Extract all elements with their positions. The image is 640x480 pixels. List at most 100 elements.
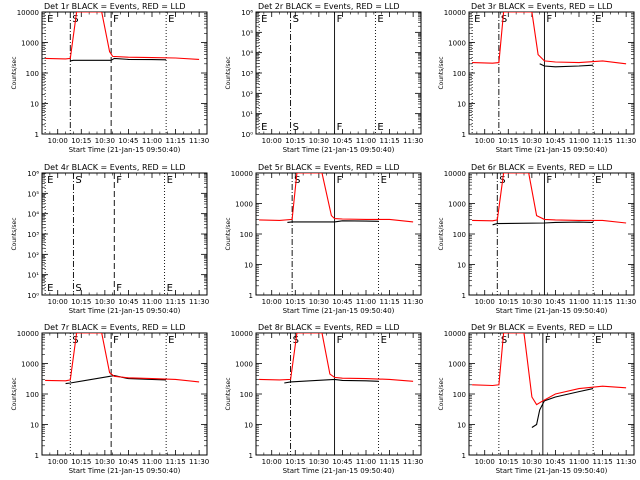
marker-label: F [337, 335, 343, 346]
series-line-lld [45, 333, 200, 383]
x-tick-label: 11:30 [403, 458, 423, 466]
marker-label: S [75, 283, 81, 294]
series-line-events [539, 63, 594, 68]
plot-frame [41, 332, 208, 456]
x-tick-label: 10:30 [309, 298, 329, 306]
y-tick-label: 10 [457, 422, 466, 430]
y-tick-label: 1000 [235, 361, 253, 369]
y-tick-label: 10 [244, 262, 253, 270]
plot-frame [255, 11, 422, 135]
x-tick-label: 10:00 [262, 458, 282, 466]
series-line-events [287, 220, 379, 223]
x-tick-label: 10:15 [285, 137, 305, 145]
x-tick-label: 10:00 [262, 137, 282, 145]
x-tick-label: 11:15 [379, 458, 399, 466]
plot-frame [255, 332, 422, 456]
panel-title: Det 9r BLACK = Events, RED = LLD [471, 323, 613, 332]
y-tick-label: 10¹ [27, 272, 39, 280]
x-tick-label: 11:00 [356, 137, 376, 145]
x-tick-label: 11:30 [616, 137, 636, 145]
y-tick-label: 1 [249, 452, 253, 460]
y-tick-label: 1000 [21, 40, 39, 48]
x-tick-label: 11:00 [569, 137, 589, 145]
y-tick-label: 1 [462, 292, 466, 300]
series-line-lld [472, 12, 627, 65]
x-axis-label: Start Time (21-Jan-15 09:50:40) [69, 467, 181, 475]
x-tick-label: 11:00 [569, 298, 589, 306]
y-tick-label: 100 [453, 391, 466, 399]
y-tick-label: 10000 [231, 170, 253, 178]
x-tick-label: 11:00 [356, 298, 376, 306]
panel-title: Det 7r BLACK = Events, RED = LLD [44, 323, 186, 332]
y-tick-label: 10 [30, 422, 39, 430]
marker-label: F [546, 14, 552, 25]
y-axis-label: Counts/sec [11, 56, 18, 89]
x-axis-label: Start Time (21-Jan-15 09:50:40) [496, 467, 608, 475]
marker-label: E [595, 335, 601, 346]
plot-frame [468, 332, 635, 456]
y-axis-label: Counts/sec [225, 56, 232, 89]
panel-4: Det 4r BLACK = Events, RED = LLD 10⁰ 10¹ 10… [11, 163, 209, 315]
panel-8: Det 8r BLACK = Events, RED = LLD 1 10 100 10… [225, 323, 423, 475]
panel-6: Det 6r BLACK = Events, RED = LLD 1 10 100 10… [438, 163, 636, 315]
y-tick-label: 1 [462, 131, 466, 139]
panel-5: Det 5r BLACK = Events, RED = LLD 1 10 100 10… [225, 163, 423, 315]
marker-label: E [377, 122, 383, 133]
marker-label: E [261, 122, 267, 133]
x-axis-label: Start Time (21-Jan-15 09:50:40) [69, 146, 181, 154]
x-tick-label: 10:00 [475, 298, 495, 306]
marker-label: F [113, 335, 119, 346]
marker-label: E [261, 14, 267, 25]
panel-9: Det 9r BLACK = Events, RED = LLD 1 10 100 10… [438, 323, 636, 475]
y-tick-label: 10000 [17, 330, 39, 338]
x-tick-label: 11:30 [616, 298, 636, 306]
x-tick-label: 11:30 [189, 137, 209, 145]
panel-title: Det 3r BLACK = Events, RED = LLD [471, 2, 613, 11]
x-axis-label: Start Time (21-Jan-15 09:50:40) [496, 146, 608, 154]
x-tick-label: 10:30 [309, 137, 329, 145]
marker-label: S [501, 14, 507, 25]
marker-label: S [293, 122, 299, 133]
x-tick-label: 10:00 [48, 137, 68, 145]
x-tick-label: 10:45 [332, 137, 352, 145]
y-tick-label: 100 [26, 70, 39, 78]
x-tick-label: 10:00 [475, 137, 495, 145]
y-tick-label: 10² [27, 251, 39, 259]
y-tick-label: 1000 [448, 201, 466, 209]
x-tick-label: 10:15 [71, 298, 91, 306]
x-tick-label: 10:30 [95, 298, 115, 306]
y-tick-label: 1 [35, 452, 39, 460]
x-tick-label: 11:00 [356, 458, 376, 466]
x-tick-label: 10:45 [545, 458, 565, 466]
y-tick-label: 10000 [17, 9, 39, 17]
x-tick-label: 10:45 [332, 298, 352, 306]
marker-label: E [377, 14, 383, 25]
marker-label: E [595, 14, 601, 25]
y-axis-label: Counts/sec [438, 377, 445, 410]
x-axis-label: Start Time (21-Jan-15 09:50:40) [496, 307, 608, 315]
x-tick-label: 11:30 [189, 458, 209, 466]
marker-label: E [474, 14, 480, 25]
series-line-events [492, 221, 594, 226]
panel-1: Det 1r BLACK = Events, RED = LLD 1 10 100 10… [11, 2, 209, 154]
panel-2: Det 2r BLACK = Events, RED = LLD 10⁰ 10¹ 10… [225, 2, 423, 154]
y-tick-label: 10000 [444, 9, 466, 17]
x-axis-label: Start Time (21-Jan-15 09:50:40) [283, 146, 395, 154]
x-tick-label: 10:15 [71, 137, 91, 145]
x-tick-label: 10:00 [475, 458, 495, 466]
x-tick-label: 11:30 [403, 298, 423, 306]
panel-7: Det 7r BLACK = Events, RED = LLD 1 10 100 10… [11, 323, 209, 475]
y-tick-label: 10¹ [241, 111, 253, 119]
x-tick-label: 11:30 [616, 458, 636, 466]
panel-title: Det 8r BLACK = Events, RED = LLD [258, 323, 400, 332]
marker-label: F [337, 175, 343, 186]
x-tick-label: 11:00 [142, 137, 162, 145]
x-axis-label: Start Time (21-Jan-15 09:50:40) [283, 307, 395, 315]
series-line-lld [259, 173, 414, 223]
marker-label: E [381, 335, 387, 346]
y-tick-label: 1000 [235, 201, 253, 209]
marker-label: E [167, 175, 173, 186]
marker-label: S [294, 175, 300, 186]
y-tick-label: 10⁰ [27, 292, 39, 300]
y-tick-label: 10⁵ [241, 29, 253, 37]
